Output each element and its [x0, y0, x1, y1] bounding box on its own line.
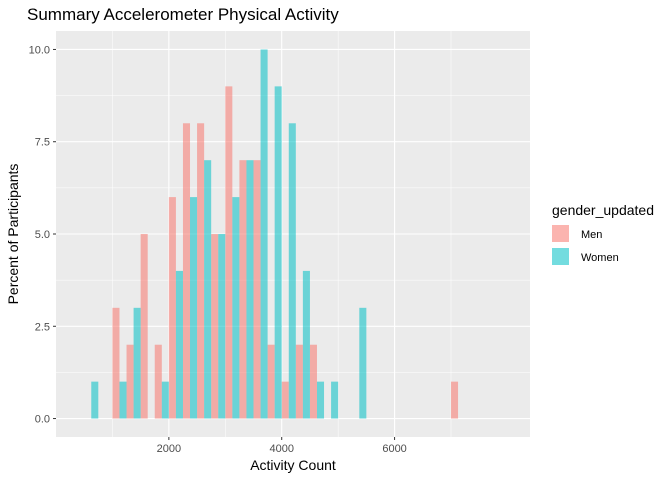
- legend-label-men: Men: [581, 229, 602, 241]
- legend-title: gender_updated: [552, 202, 654, 218]
- bar-women: [359, 307, 367, 419]
- bar-men: [253, 160, 261, 419]
- bar-women: [331, 381, 339, 419]
- bar-women: [260, 49, 268, 419]
- bar-women: [218, 234, 226, 419]
- y-tick-label: 7.5: [35, 137, 50, 149]
- bar-women: [288, 123, 296, 419]
- bar-women: [119, 381, 127, 419]
- bar-men: [211, 234, 219, 419]
- bar-women: [302, 270, 310, 419]
- bar-men: [225, 86, 233, 419]
- bar-women: [91, 381, 99, 419]
- bar-women: [133, 307, 141, 419]
- bars: [91, 49, 459, 419]
- y-tick-label: 10.0: [29, 44, 50, 56]
- bar-men: [295, 344, 303, 419]
- x-axis-title: Activity Count: [250, 457, 336, 473]
- y-tick-label: 0.0: [35, 414, 50, 426]
- legend-key-women: [552, 248, 569, 265]
- bar-men: [197, 123, 205, 419]
- bar-women: [175, 270, 183, 419]
- bar-men: [168, 197, 176, 419]
- bar-men: [309, 344, 317, 419]
- legend: gender_updated Men Women: [552, 202, 654, 265]
- bar-men: [154, 344, 162, 419]
- y-axis-ticks: 0.0 2.5 5.0 7.5 10.0: [29, 44, 56, 426]
- x-tick-label: 2000: [157, 443, 181, 455]
- bar-women: [232, 197, 240, 419]
- x-tick-label: 4000: [269, 443, 293, 455]
- bar-men: [239, 160, 247, 419]
- bar-women: [316, 381, 325, 419]
- bar-men: [126, 344, 134, 419]
- bar-women: [246, 160, 254, 419]
- legend-key-men: [552, 225, 569, 242]
- bar-men: [182, 123, 191, 419]
- legend-label-women: Women: [581, 252, 619, 264]
- bar-women: [190, 197, 198, 419]
- bar-men: [140, 234, 148, 419]
- y-axis-title: Percent of Participants: [5, 164, 21, 305]
- y-tick-label: 2.5: [35, 321, 50, 333]
- chart-title: Summary Accelerometer Physical Activity: [27, 5, 339, 24]
- bar-men: [112, 307, 120, 419]
- bar-women: [204, 160, 212, 419]
- bar-women: [161, 381, 169, 419]
- y-tick-label: 5.0: [35, 229, 50, 241]
- bar-men: [451, 381, 459, 419]
- bar-men: [267, 344, 275, 419]
- x-axis-ticks: 2000 4000 6000: [157, 437, 407, 455]
- x-tick-label: 6000: [382, 443, 406, 455]
- bar-men: [281, 381, 289, 419]
- bar-women: [274, 86, 282, 419]
